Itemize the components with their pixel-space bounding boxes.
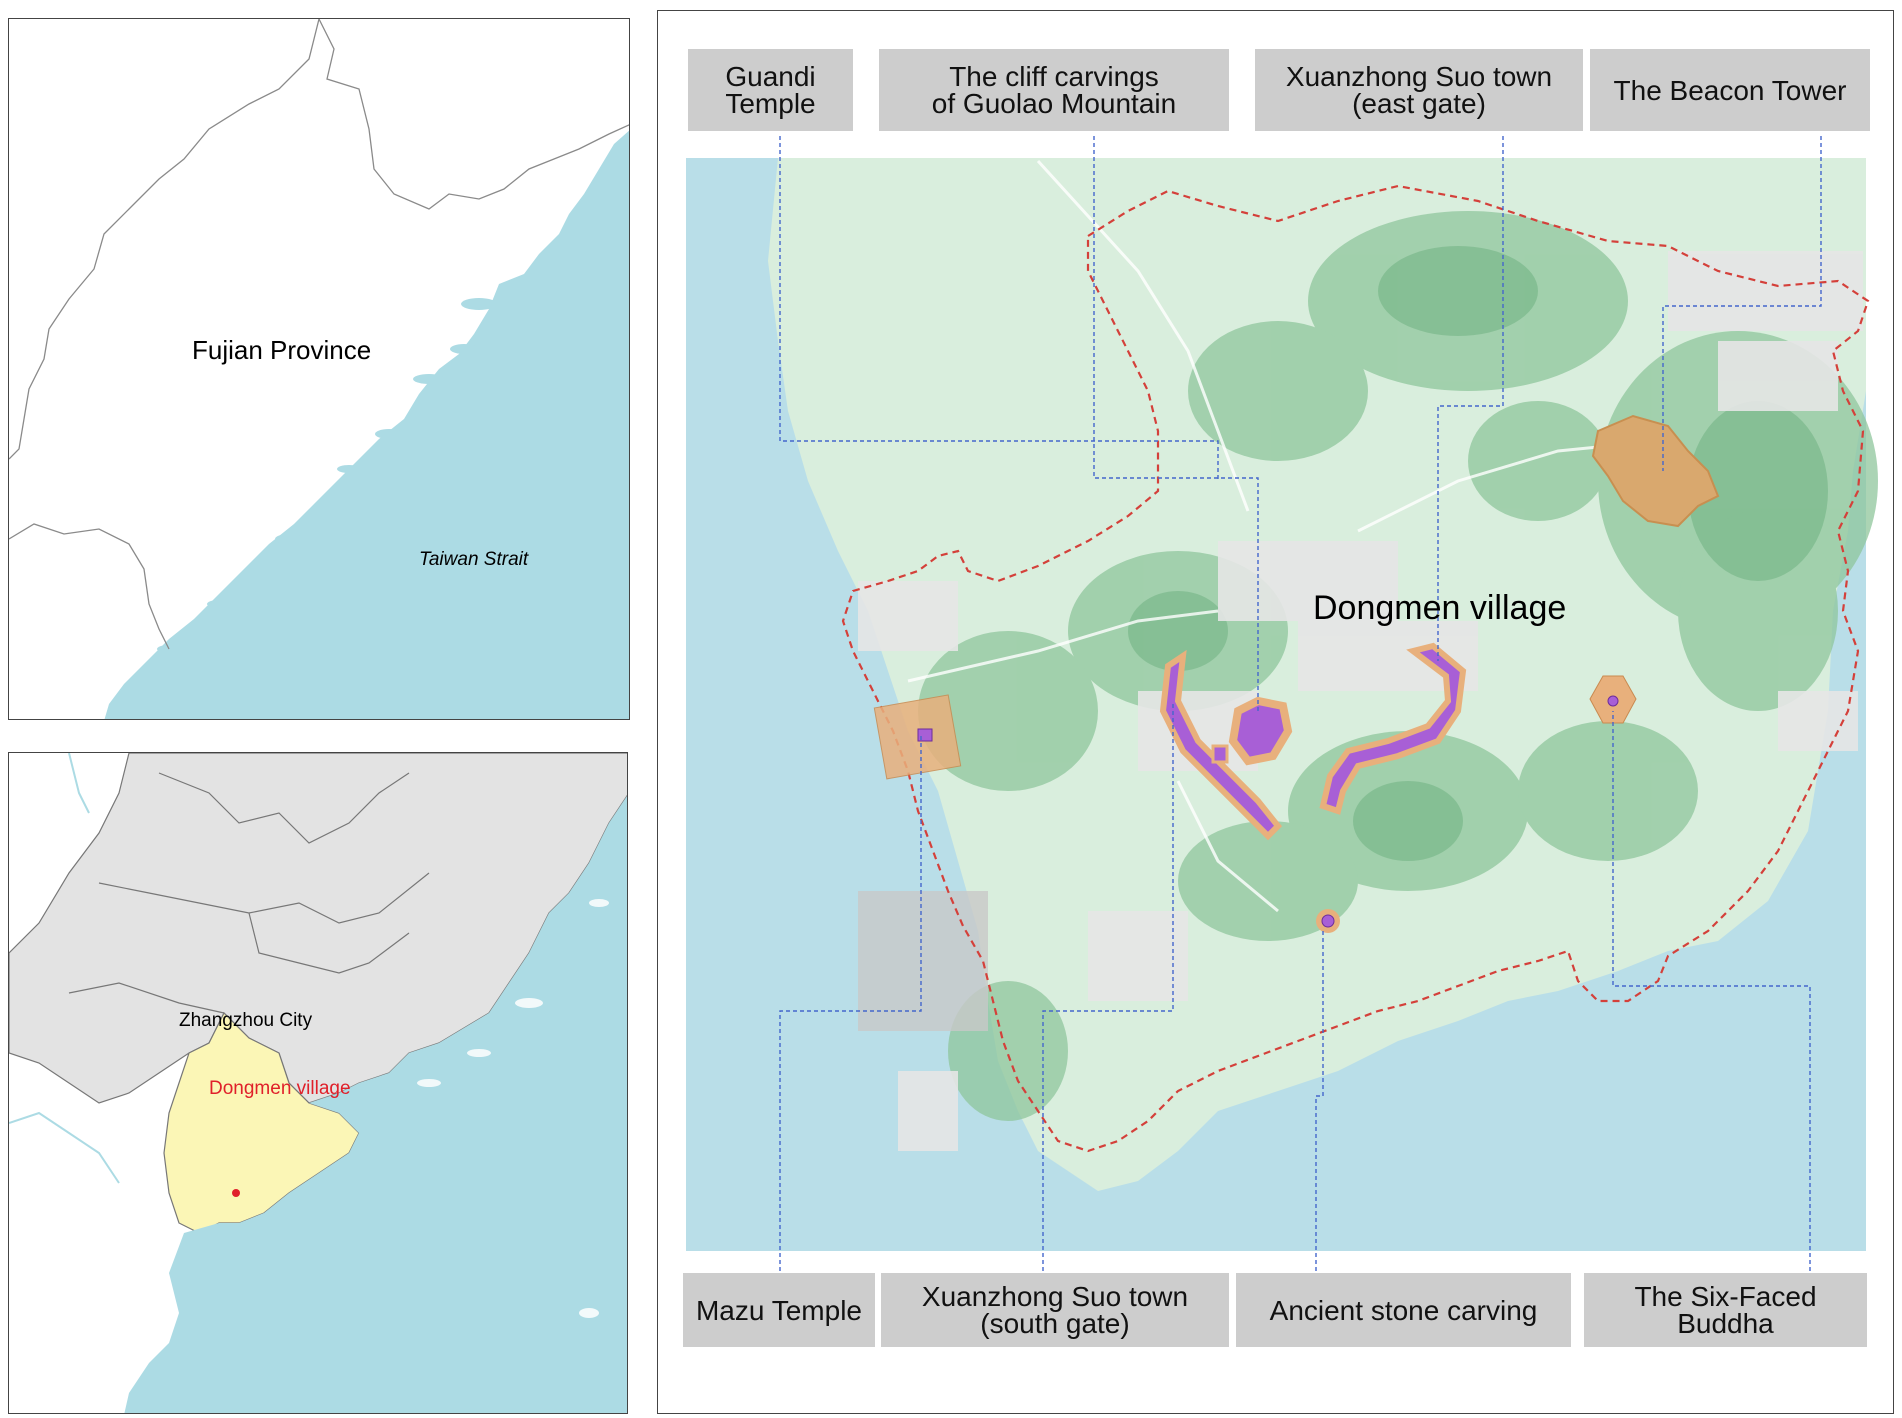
- province-map-panel: Fujian Province Taiwan Strait: [8, 18, 630, 720]
- stone-carving-core: [1321, 914, 1335, 928]
- label-six-faced-buddha: The Six-Faced Buddha: [1584, 1273, 1867, 1347]
- village-label-large: Dongmen village: [1313, 589, 1567, 627]
- village-marker: [232, 1189, 240, 1197]
- mazu-temple-core: [917, 728, 933, 742]
- sea-area: [104, 130, 629, 719]
- village-map-panel: Dongmen village Guandi Temple The cliff c…: [657, 10, 1894, 1414]
- province-border: [318, 19, 629, 210]
- guolao-core: [1228, 696, 1293, 766]
- heritage-sites: [873, 414, 1720, 933]
- label-south-gate: Xuanzhong Suo town (south gate): [881, 1273, 1229, 1347]
- sea-label: Taiwan Strait: [419, 549, 529, 570]
- city-map-panel: Zhangzhou City Dongmen village: [8, 752, 628, 1414]
- label-guolao-cliff-carvings: The cliff carvings of Guolao Mountain: [879, 49, 1229, 131]
- label-ancient-stone-carving: Ancient stone carving: [1236, 1273, 1571, 1347]
- label-mazu-temple: Mazu Temple: [683, 1273, 875, 1347]
- label-beacon-tower: The Beacon Tower: [1590, 49, 1870, 131]
- city-label: Zhangzhou City: [179, 1010, 313, 1031]
- sea-area: [124, 796, 627, 1413]
- beacon-tower-area: [1591, 414, 1720, 528]
- village-boundary: [841, 184, 1870, 1153]
- south-gate-wall: [1159, 649, 1283, 841]
- six-faced-buddha-core: [1607, 695, 1619, 707]
- mazu-temple-buffer: [873, 694, 962, 780]
- village-map: [686, 136, 1878, 1271]
- label-guandi-temple: Guandi Temple: [688, 49, 853, 131]
- province-map: [9, 19, 629, 719]
- east-gate-wall: [1319, 642, 1467, 815]
- leader-lines: [779, 136, 1822, 1271]
- province-label: Fujian Province: [192, 335, 372, 365]
- village-label-small: Dongmen village: [209, 1078, 351, 1099]
- label-east-gate: Xuanzhong Suo town (east gate): [1255, 49, 1583, 131]
- city-map: [9, 753, 627, 1413]
